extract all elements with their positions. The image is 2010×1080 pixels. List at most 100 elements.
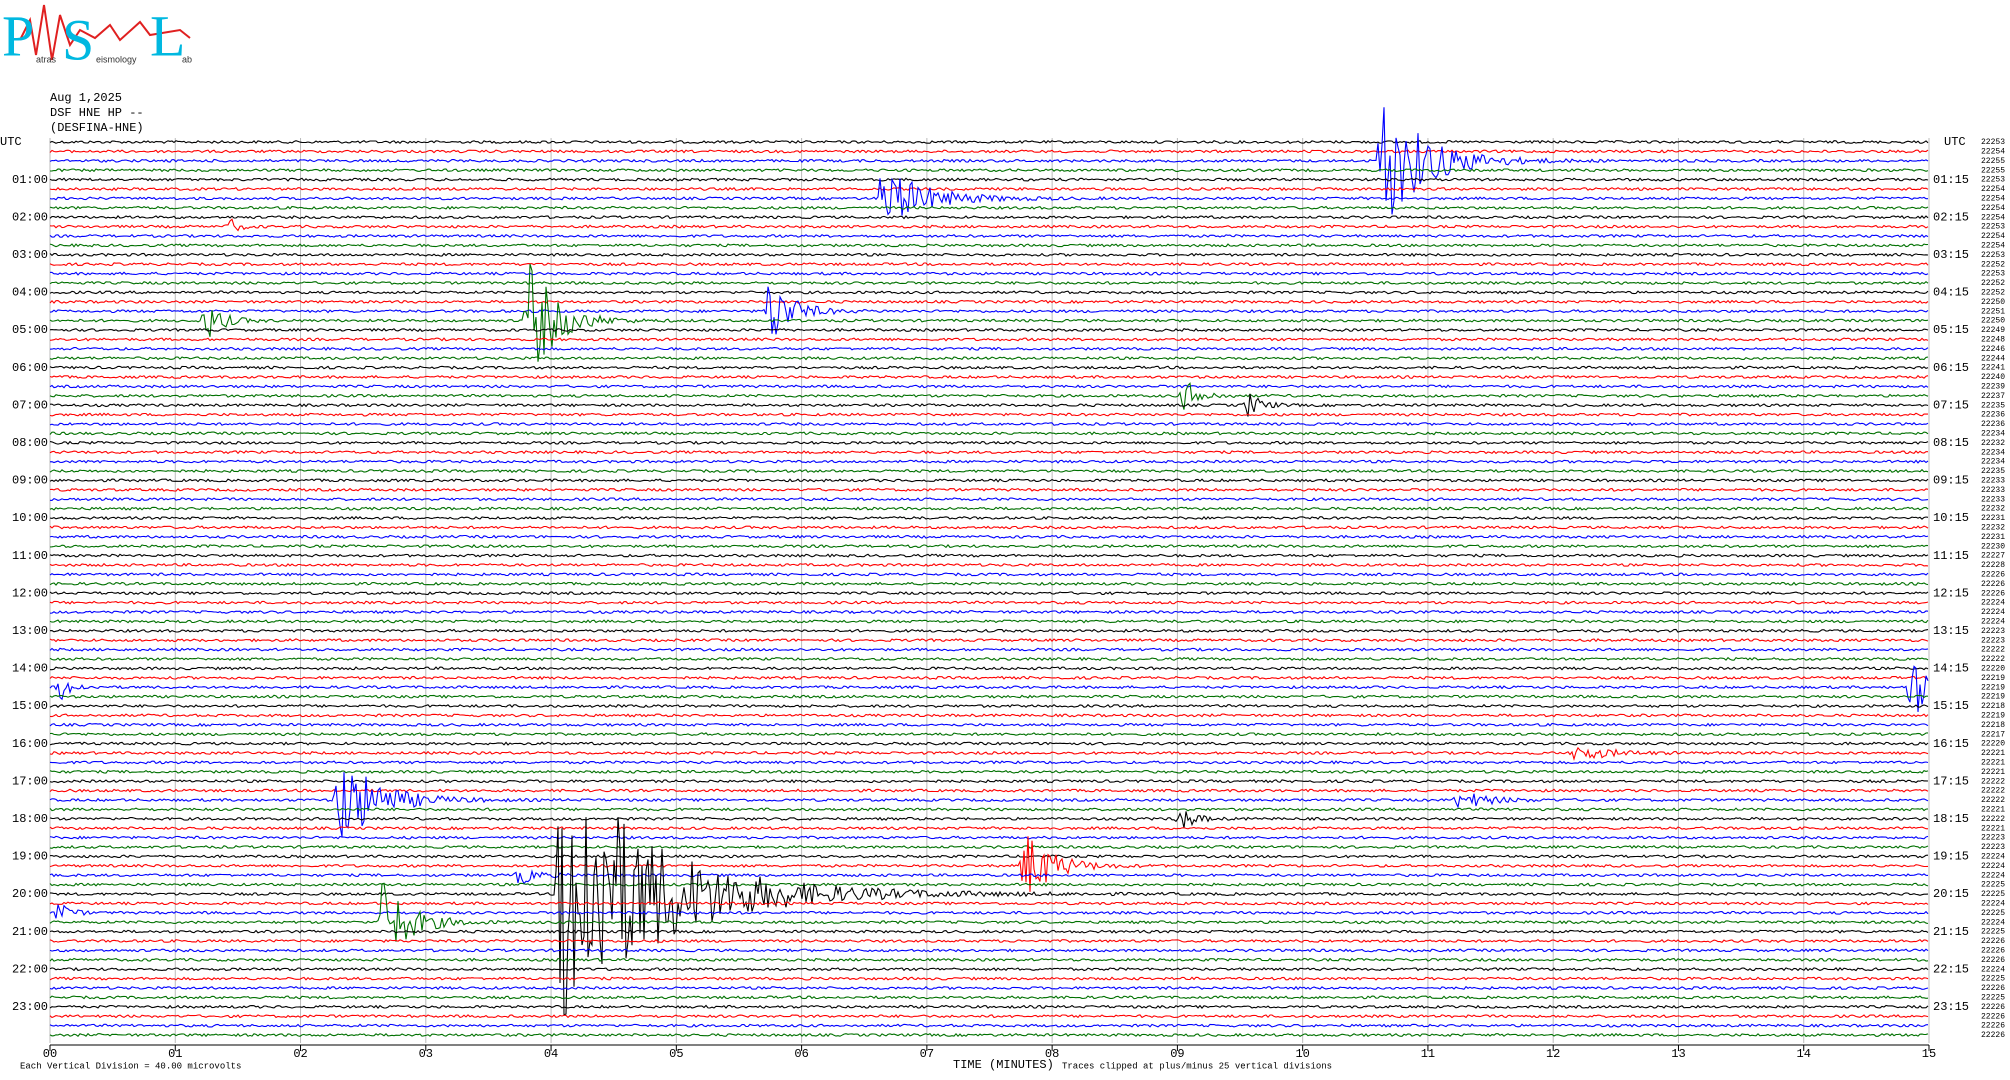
- trace: [49, 553, 1929, 558]
- trace: [49, 263, 1929, 362]
- trace: [49, 769, 1929, 774]
- hour-label: 01:15: [1933, 173, 1969, 187]
- trace-count: 22254: [1981, 185, 2005, 194]
- trace: [49, 581, 1929, 586]
- trace-count: 22230: [1981, 542, 2005, 551]
- trace: [49, 290, 1929, 295]
- trace: [50, 666, 1929, 671]
- logo: P S L atras eismology ab: [2, 3, 192, 72]
- trace: [49, 218, 1929, 232]
- hour-label: 16:15: [1933, 737, 1969, 751]
- x-tick-label: 09: [1170, 1047, 1184, 1061]
- trace: [49, 286, 1929, 335]
- hour-label: 20:15: [1933, 887, 1969, 901]
- trace-count: 22234: [1981, 430, 2005, 439]
- x-tick-label: 04: [544, 1047, 558, 1061]
- logo-letter: S: [62, 7, 94, 72]
- trace: [49, 826, 1929, 831]
- trace: [49, 562, 1929, 568]
- trace: [49, 525, 1929, 530]
- trace-count: 22222: [1981, 787, 2005, 796]
- trace-count: 22240: [1981, 373, 2005, 382]
- hour-label: 04:15: [1933, 286, 1969, 300]
- trace-count: 22252: [1981, 260, 2005, 269]
- trace-count: 22254: [1981, 242, 2005, 251]
- trace: [49, 817, 1929, 1016]
- hour-label: 07:00: [12, 398, 48, 412]
- trace: [49, 985, 1929, 991]
- trace: [49, 811, 1929, 829]
- x-tick-label: 06: [794, 1047, 808, 1061]
- trace: [49, 638, 1929, 643]
- x-tick-label: 12: [1546, 1047, 1560, 1061]
- hour-label: 14:15: [1933, 662, 1969, 676]
- trace-count: 22233: [1981, 486, 2005, 495]
- trace: [49, 205, 1929, 210]
- hour-label: 23:00: [12, 1000, 48, 1014]
- trace-count: 22234: [1981, 448, 2005, 457]
- logo-letter: P: [2, 3, 34, 68]
- trace: [49, 957, 1929, 962]
- hour-label: 19:00: [12, 850, 48, 864]
- trace: [49, 280, 1929, 286]
- trace: [49, 384, 1929, 389]
- trace-count: 22226: [1981, 589, 2005, 598]
- trace: [49, 869, 1929, 885]
- trace: [49, 177, 1929, 182]
- trace: [49, 807, 1929, 812]
- trace-count: 22223: [1981, 627, 2005, 636]
- hour-label: 06:00: [12, 361, 48, 375]
- hour-label: 22:15: [1933, 962, 1969, 976]
- trace-count: 22236: [1981, 411, 2005, 420]
- trace-count: 22220: [1981, 740, 2005, 749]
- hour-label: 21:00: [12, 925, 48, 939]
- trace-count: 22226: [1981, 1031, 2005, 1040]
- trace-count: 22253: [1981, 138, 2005, 147]
- trace-count: 22244: [1981, 354, 2005, 363]
- trace-count: 22255: [1981, 157, 2005, 166]
- hour-label: 02:00: [12, 210, 48, 224]
- trace: [49, 337, 1929, 342]
- trace-count: 22223: [1981, 843, 2005, 852]
- trace-count: 22221: [1981, 806, 2005, 815]
- x-tick-label: 13: [1671, 1047, 1685, 1061]
- hour-label: 03:15: [1933, 248, 1969, 262]
- trace-count: 22222: [1981, 777, 2005, 786]
- trace: [49, 478, 1929, 483]
- trace-count: 22224: [1981, 862, 2005, 871]
- trace-count: 22252: [1981, 279, 2005, 288]
- x-tick-label: 02: [293, 1047, 307, 1061]
- trace-count: 22218: [1981, 721, 2005, 730]
- trace-count: 22226: [1981, 947, 2005, 956]
- trace: [49, 619, 1929, 624]
- trace-count: 22225: [1981, 890, 2005, 899]
- logo-word: atras: [36, 54, 57, 64]
- hour-label: 13:15: [1933, 624, 1969, 638]
- trace-count: 22218: [1981, 702, 2005, 711]
- x-tick-label: 11: [1421, 1047, 1435, 1061]
- trace-count: 22235: [1981, 401, 2005, 410]
- logo-wave: [19, 4, 191, 61]
- trace: [49, 844, 1929, 850]
- hour-label: 08:00: [12, 436, 48, 450]
- trace-count: 22217: [1981, 730, 2005, 739]
- left-axis-title: UTC: [0, 135, 22, 149]
- trace-count: 22235: [1981, 467, 2005, 476]
- trace: [49, 746, 1929, 762]
- trace-count: 22219: [1981, 693, 2005, 702]
- hour-label: 11:15: [1933, 549, 1969, 563]
- trace-count: 22225: [1981, 928, 2005, 937]
- trace: [49, 1004, 1929, 1009]
- logo-word: ab: [182, 54, 192, 64]
- trace-count: 22226: [1981, 1012, 2005, 1021]
- trace-count: 22222: [1981, 815, 2005, 824]
- hour-label: 18:15: [1933, 812, 1969, 826]
- trace-count: 22224: [1981, 608, 2005, 617]
- trace: [49, 788, 1929, 793]
- trace: [49, 948, 1929, 953]
- trace: [49, 760, 1929, 765]
- hour-label: 10:15: [1933, 511, 1969, 525]
- trace: [49, 591, 1929, 596]
- trace-count: 22226: [1981, 571, 2005, 580]
- trace-count: 22227: [1981, 552, 2005, 561]
